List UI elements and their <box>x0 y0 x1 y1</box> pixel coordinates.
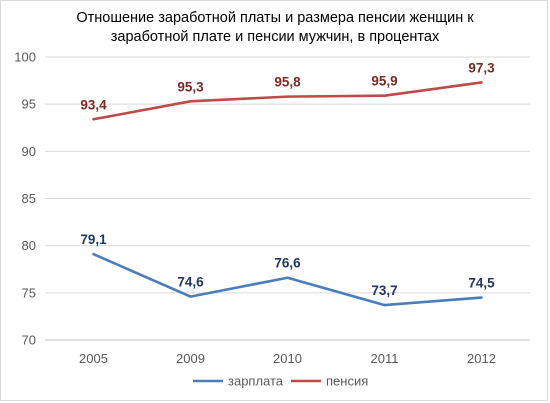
x-tick-label: 2012 <box>467 351 496 366</box>
x-tick-label: 2005 <box>79 351 108 366</box>
y-tick-label: 95 <box>22 97 36 112</box>
y-tick-label: 70 <box>22 333 36 348</box>
legend-label-2: пенсия <box>326 374 368 389</box>
x-tick-label: 2010 <box>273 351 302 366</box>
data-label: 97,3 <box>468 60 495 75</box>
y-tick-label: 90 <box>22 144 36 159</box>
x-tick-label: 2009 <box>176 351 205 366</box>
data-label: 79,1 <box>80 232 107 247</box>
gridlines <box>45 56 530 341</box>
data-label: 73,7 <box>371 283 397 298</box>
x-axis-ticks: 2005 2009 2010 2011 2012 <box>79 351 496 366</box>
x-tick-label: 2011 <box>371 351 399 366</box>
chart-title: Отношение заработной платы и размера пен… <box>76 10 474 45</box>
data-label: 95,9 <box>371 74 397 89</box>
series-line-1 <box>92 252 483 307</box>
series-lines <box>92 81 483 307</box>
data-label: 74,6 <box>177 275 204 290</box>
legend: зарплата пенсия <box>193 374 368 389</box>
data-labels: 79,1 74,6 76,6 73,7 74,5 93,4 95,3 95,8 95,9 97,3 <box>80 60 495 298</box>
y-tick-label: 75 <box>22 285 36 300</box>
data-label: 95,8 <box>274 75 301 90</box>
y-tick-label: 80 <box>22 238 36 253</box>
legend-label-1: зарплата <box>228 374 284 389</box>
y-tick-label: 100 <box>14 50 36 65</box>
y-axis-ticks: 70 75 80 85 90 95 100 <box>14 50 36 348</box>
data-label: 93,4 <box>80 97 107 112</box>
data-label: 95,3 <box>177 79 204 94</box>
data-label: 76,6 <box>274 256 301 271</box>
series-line-2 <box>92 81 483 121</box>
y-tick-label: 85 <box>22 191 36 206</box>
data-label: 74,5 <box>468 276 495 291</box>
